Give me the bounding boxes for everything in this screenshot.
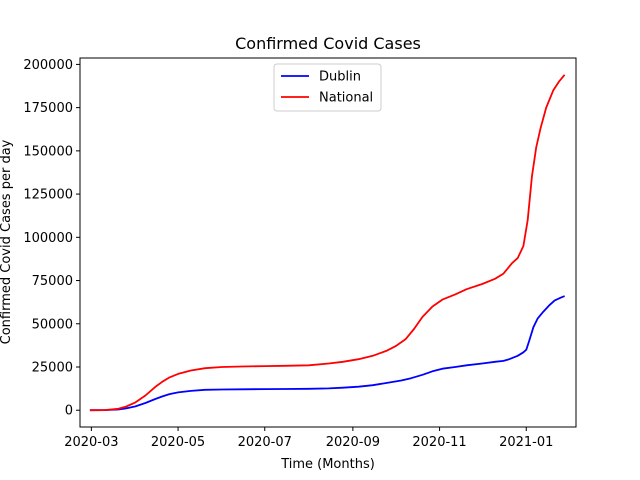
y-tick-label: 125000	[23, 188, 73, 203]
x-tick-label: 2020-07	[238, 435, 292, 450]
x-axis-title: Time (Months)	[280, 457, 375, 472]
y-tick-label: 50000	[32, 317, 73, 332]
x-tick-label: 2020-11	[412, 435, 466, 450]
y-tick-label: 175000	[23, 101, 73, 116]
series-line-national	[89, 74, 566, 412]
y-tick-label: 150000	[23, 144, 73, 159]
legend-label-national: National	[319, 91, 373, 106]
y-axis-ticks: 0 25000 50000 75000 100000 125000 150000 175000…	[23, 58, 80, 419]
x-tick-label: 2020-03	[64, 435, 118, 450]
y-tick-label: 25000	[32, 360, 73, 375]
plot-series	[89, 74, 566, 412]
chart-title: Confirmed Covid Cases	[235, 34, 421, 53]
plot-frame	[79, 57, 577, 428]
x-axis-ticks: 2020-03 2020-05 2020-07 2020-09 2020-11 2021-…	[64, 427, 553, 450]
legend: Dublin National	[273, 63, 382, 112]
y-tick-label: 200000	[23, 58, 73, 73]
y-tick-label: 0	[65, 404, 73, 419]
y-tick-label: 75000	[32, 274, 73, 289]
x-tick-label: 2020-05	[151, 435, 205, 450]
series-line-dublin	[89, 295, 565, 412]
y-tick-label: 100000	[23, 231, 73, 246]
y-axis-title: Confirmed Covid Cases per day	[0, 139, 14, 344]
x-tick-label: 2020-09	[326, 435, 380, 450]
legend-label-dublin: Dublin	[319, 70, 361, 85]
x-tick-label: 2021-01	[499, 435, 553, 450]
